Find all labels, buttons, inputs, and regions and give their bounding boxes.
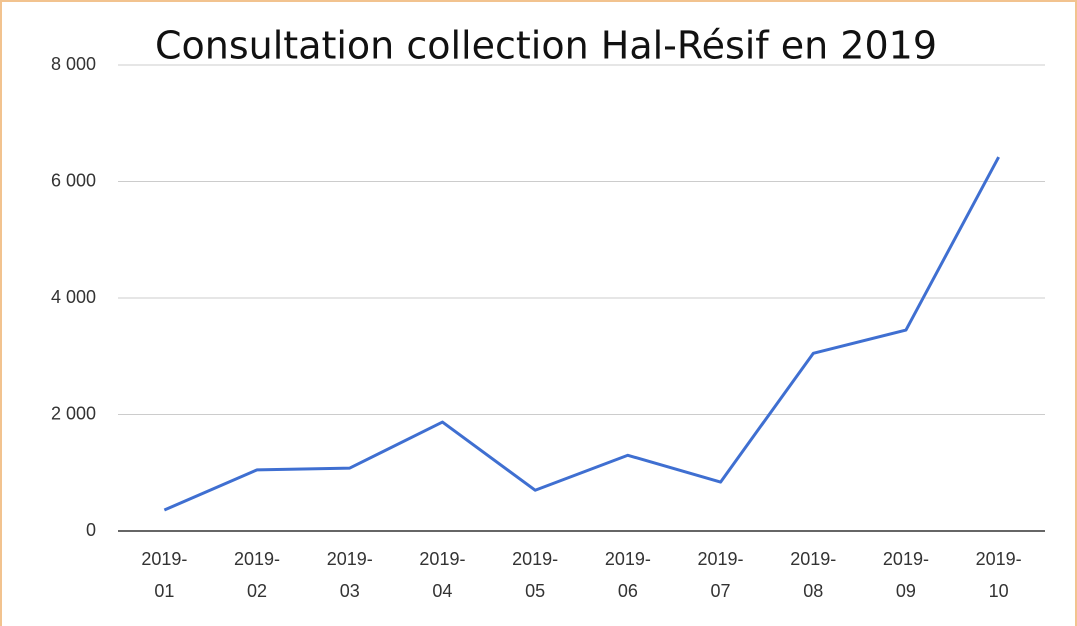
x-tick-label-line: 09 (896, 581, 916, 601)
x-tick-label-line: 2019- (698, 549, 744, 569)
y-tick-label: 4 000 (51, 287, 96, 307)
x-tick-label: 2019- 10 (976, 549, 1022, 601)
x-tick-label-line: 01 (154, 581, 174, 601)
x-tick-label-line: 2019- (883, 549, 929, 569)
y-tick-label: 6 000 (51, 170, 96, 190)
x-tick-label-line: 2019- (327, 549, 373, 569)
x-tick-label-line: 07 (711, 581, 731, 601)
x-tick-label-line: 2019- (234, 549, 280, 569)
x-tick-label: 2019- 02 (234, 549, 280, 601)
x-tick-label: 2019- 01 (141, 549, 187, 601)
chart-title: Consultation collection Hal-Résif en 201… (155, 24, 937, 68)
x-tick-label-line: 2019- (790, 549, 836, 569)
x-tick-label-line: 2019- (976, 549, 1022, 569)
x-tick-label-line: 02 (247, 581, 267, 601)
x-tick-label-line: 2019- (512, 549, 558, 569)
x-tick-label: 2019- 07 (698, 549, 744, 601)
x-tick-label-line: 10 (989, 581, 1009, 601)
x-tick-label: 2019- 05 (512, 549, 558, 601)
x-tick-label-line: 05 (525, 581, 545, 601)
x-tick-label: 2019- 03 (327, 549, 373, 601)
x-tick-label: 2019- 04 (419, 549, 465, 601)
y-tick-label: 0 (86, 520, 96, 540)
y-tick-label: 2 000 (51, 403, 96, 423)
x-tick-label-line: 03 (340, 581, 360, 601)
x-tick-label-line: 08 (803, 581, 823, 601)
y-tick-label: 8 000 (51, 54, 96, 74)
x-tick-label: 2019- 06 (605, 549, 651, 601)
x-tick-label: 2019- 08 (790, 549, 836, 601)
x-tick-label-line: 2019- (141, 549, 187, 569)
x-tick-label-line: 04 (432, 581, 452, 601)
x-tick-label: 2019- 09 (883, 549, 929, 601)
x-tick-label-line: 2019- (605, 549, 651, 569)
x-tick-label-line: 2019- (419, 549, 465, 569)
series-line (163, 156, 1000, 512)
x-tick-label-line: 06 (618, 581, 638, 601)
